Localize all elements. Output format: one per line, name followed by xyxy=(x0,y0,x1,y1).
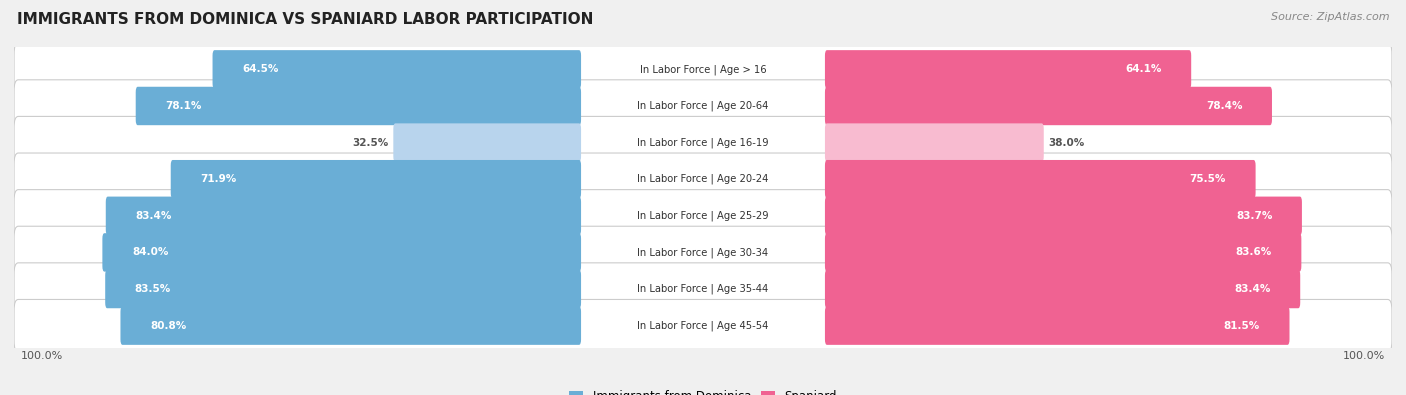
FancyBboxPatch shape xyxy=(170,160,581,198)
Text: 38.0%: 38.0% xyxy=(1049,137,1085,148)
FancyBboxPatch shape xyxy=(825,123,1043,162)
Text: 64.1%: 64.1% xyxy=(1125,64,1161,74)
Legend: Immigrants from Dominica, Spaniard: Immigrants from Dominica, Spaniard xyxy=(564,385,842,395)
Text: 83.4%: 83.4% xyxy=(135,211,172,221)
Text: In Labor Force | Age 16-19: In Labor Force | Age 16-19 xyxy=(637,137,769,148)
FancyBboxPatch shape xyxy=(394,123,581,162)
Text: 83.7%: 83.7% xyxy=(1236,211,1272,221)
FancyBboxPatch shape xyxy=(825,270,1301,308)
Text: 83.6%: 83.6% xyxy=(1236,247,1272,258)
FancyBboxPatch shape xyxy=(136,87,581,125)
FancyBboxPatch shape xyxy=(105,197,581,235)
Text: In Labor Force | Age 25-29: In Labor Force | Age 25-29 xyxy=(637,211,769,221)
Text: 83.4%: 83.4% xyxy=(1234,284,1271,294)
Text: 78.4%: 78.4% xyxy=(1206,101,1243,111)
Text: In Labor Force | Age 20-64: In Labor Force | Age 20-64 xyxy=(637,101,769,111)
Text: IMMIGRANTS FROM DOMINICA VS SPANIARD LABOR PARTICIPATION: IMMIGRANTS FROM DOMINICA VS SPANIARD LAB… xyxy=(17,12,593,27)
Text: In Labor Force | Age 35-44: In Labor Force | Age 35-44 xyxy=(637,284,769,294)
FancyBboxPatch shape xyxy=(825,307,1289,345)
FancyBboxPatch shape xyxy=(14,80,1392,132)
Text: 78.1%: 78.1% xyxy=(166,101,201,111)
FancyBboxPatch shape xyxy=(14,190,1392,242)
Text: Source: ZipAtlas.com: Source: ZipAtlas.com xyxy=(1271,12,1389,22)
Text: 84.0%: 84.0% xyxy=(132,247,169,258)
FancyBboxPatch shape xyxy=(825,233,1302,272)
Text: 81.5%: 81.5% xyxy=(1223,321,1260,331)
Text: 83.5%: 83.5% xyxy=(135,284,172,294)
Text: 71.9%: 71.9% xyxy=(201,174,236,184)
Text: 64.5%: 64.5% xyxy=(242,64,278,74)
Text: 32.5%: 32.5% xyxy=(353,137,388,148)
FancyBboxPatch shape xyxy=(14,153,1392,205)
FancyBboxPatch shape xyxy=(14,43,1392,96)
FancyBboxPatch shape xyxy=(14,226,1392,278)
FancyBboxPatch shape xyxy=(825,87,1272,125)
FancyBboxPatch shape xyxy=(14,263,1392,315)
FancyBboxPatch shape xyxy=(825,160,1256,198)
Text: 100.0%: 100.0% xyxy=(1343,351,1385,361)
FancyBboxPatch shape xyxy=(103,233,581,272)
FancyBboxPatch shape xyxy=(825,197,1302,235)
Text: 75.5%: 75.5% xyxy=(1189,174,1226,184)
FancyBboxPatch shape xyxy=(14,117,1392,169)
FancyBboxPatch shape xyxy=(825,50,1191,88)
FancyBboxPatch shape xyxy=(14,299,1392,352)
Text: In Labor Force | Age 30-34: In Labor Force | Age 30-34 xyxy=(637,247,769,258)
Text: In Labor Force | Age 45-54: In Labor Force | Age 45-54 xyxy=(637,320,769,331)
Text: In Labor Force | Age > 16: In Labor Force | Age > 16 xyxy=(640,64,766,75)
Text: 80.8%: 80.8% xyxy=(150,321,187,331)
Text: In Labor Force | Age 20-24: In Labor Force | Age 20-24 xyxy=(637,174,769,184)
FancyBboxPatch shape xyxy=(212,50,581,88)
Text: 100.0%: 100.0% xyxy=(21,351,63,361)
FancyBboxPatch shape xyxy=(121,307,581,345)
FancyBboxPatch shape xyxy=(105,270,581,308)
